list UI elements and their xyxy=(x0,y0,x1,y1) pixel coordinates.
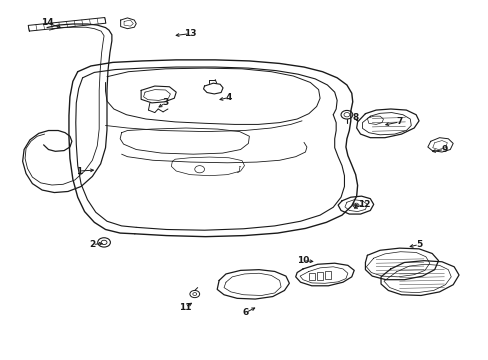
Text: J: J xyxy=(237,165,240,172)
Text: 12: 12 xyxy=(357,200,369,209)
Bar xyxy=(317,272,323,280)
Text: 11: 11 xyxy=(179,303,191,312)
Bar xyxy=(325,271,330,279)
Text: 4: 4 xyxy=(225,93,232,102)
Text: 14: 14 xyxy=(41,18,53,27)
Bar xyxy=(308,273,314,280)
Text: 1: 1 xyxy=(76,167,81,176)
Text: 3: 3 xyxy=(162,98,168,107)
Text: 7: 7 xyxy=(396,117,402,126)
Text: 6: 6 xyxy=(242,308,248,317)
Text: 13: 13 xyxy=(183,29,196,38)
Text: 9: 9 xyxy=(440,145,447,154)
Text: 10: 10 xyxy=(296,256,308,265)
Text: 8: 8 xyxy=(352,113,358,122)
Text: 5: 5 xyxy=(415,240,421,249)
Text: 2: 2 xyxy=(89,240,95,249)
